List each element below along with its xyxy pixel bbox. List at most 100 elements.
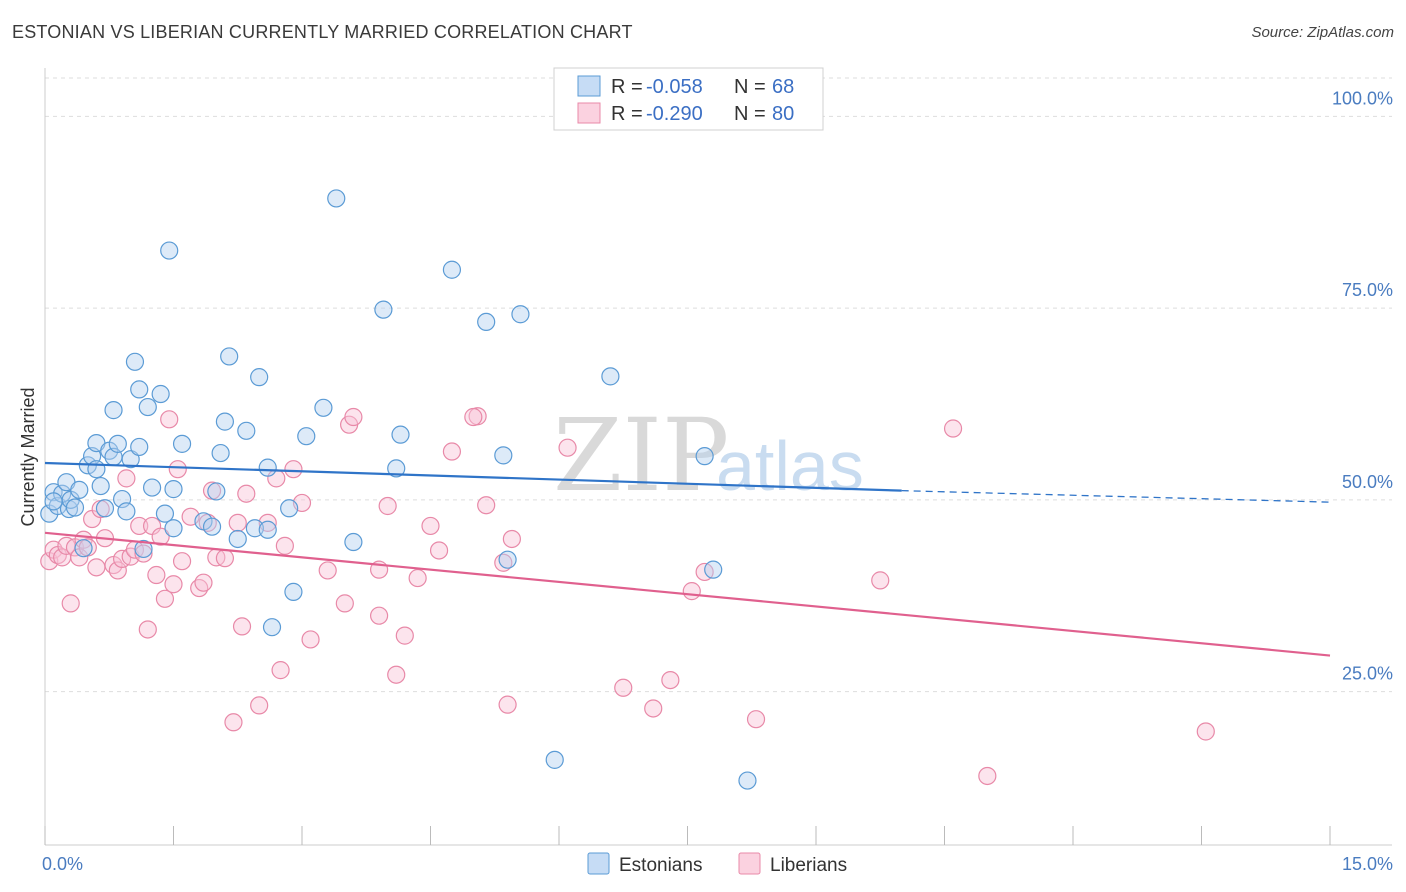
liberians-point: [232, 617, 252, 636]
liberians-point: [614, 678, 633, 697]
estonians-point: [494, 446, 513, 465]
liberians-point: [344, 407, 363, 427]
estonians-point: [202, 517, 222, 536]
estonians-trend-extension: [901, 489, 1331, 503]
estonians-point: [121, 450, 140, 469]
liberians-point: [228, 513, 247, 532]
estonians-point: [442, 260, 462, 279]
series-legend: Estonians Liberians: [587, 852, 847, 876]
liberians-trend-line: [44, 531, 1331, 657]
lib-n-value: 80: [772, 103, 794, 125]
liberians-point: [1196, 722, 1215, 741]
liberians-legend-label: Liberians: [770, 855, 847, 876]
estonians-point: [258, 520, 277, 539]
trend-lines: [44, 461, 1331, 657]
x-tick-label-min: 0.0%: [42, 854, 83, 874]
liberians-point: [147, 565, 166, 585]
estonians-point: [87, 460, 106, 479]
liberians-point: [275, 536, 294, 555]
liberians-point: [151, 527, 170, 546]
estonians-point: [738, 771, 757, 790]
liberians-point: [215, 549, 234, 568]
estonians-point: [498, 550, 517, 569]
liberians-point: [978, 766, 997, 786]
y-tick-label: 25.0%: [1342, 664, 1393, 684]
estonians-point: [74, 539, 93, 558]
estonians-point: [134, 539, 153, 559]
estonians-point: [284, 582, 303, 601]
estonians-point: [117, 502, 136, 521]
estonians-point: [44, 492, 63, 511]
liberians-point: [442, 442, 462, 461]
liberians-point: [370, 606, 389, 625]
lib-r-label: R =: [611, 103, 643, 125]
estonians-point: [391, 425, 410, 444]
estonians-point: [280, 499, 299, 518]
liberians-point: [168, 460, 187, 479]
axes: [44, 68, 1392, 846]
y-tick-label: 50.0%: [1342, 472, 1393, 492]
estonians-point: [374, 300, 393, 319]
liberians-point: [644, 699, 663, 718]
liberians-point: [477, 496, 496, 515]
estonians-point: [108, 434, 127, 453]
estonians-point: [327, 189, 346, 208]
estonians-point: [95, 499, 115, 518]
estonians-point: [511, 305, 530, 324]
estonians-point: [262, 618, 282, 637]
est-n-value: 68: [772, 76, 794, 98]
liberians-bottom-swatch: [738, 852, 761, 875]
estonians-point: [704, 560, 723, 579]
chart-title: ESTONIAN VS LIBERIAN CURRENTLY MARRIED C…: [12, 22, 633, 42]
liberians-point: [130, 516, 149, 536]
estonians-point: [104, 401, 123, 420]
estonians-point: [155, 504, 175, 523]
y-tick-labels: 25.0% 50.0% 75.0% 100.0%: [1332, 88, 1393, 683]
liberians-point: [134, 544, 153, 563]
estonians-legend-swatch: [577, 75, 601, 97]
estonians-point: [70, 480, 89, 499]
est-r-value: -0.058: [646, 76, 703, 98]
est-r-label: R =: [611, 76, 643, 98]
x-tick-marks: [44, 826, 1331, 845]
liberians-point: [464, 407, 483, 427]
estonians-point: [237, 421, 256, 440]
estonians-point: [91, 476, 110, 496]
liberians-point: [108, 561, 127, 580]
estonians-point: [545, 750, 564, 769]
estonians-point: [258, 458, 277, 477]
liberians-point: [271, 661, 290, 680]
liberians-point: [160, 410, 179, 429]
estonians-point: [228, 529, 247, 549]
y-tick-label: 100.0%: [1332, 88, 1393, 108]
estonians-legend-label: Estonians: [619, 855, 702, 876]
estonians-point: [164, 480, 183, 499]
liberians-point: [943, 419, 963, 438]
lib-n-label: N =: [734, 103, 766, 125]
y-axis-title: Currently Married: [18, 387, 38, 526]
estonians-point: [314, 398, 333, 417]
liberians-point: [284, 460, 303, 479]
liberians-point: [558, 438, 577, 457]
liberians-point: [502, 529, 521, 549]
x-tick-label-max: 15.0%: [1342, 854, 1393, 874]
lib-r-value: -0.290: [646, 103, 703, 125]
liberians-point: [395, 626, 414, 645]
liberians-point: [155, 589, 175, 608]
estonians-point: [215, 412, 234, 431]
estonians-point: [164, 519, 183, 538]
liberians-point: [224, 713, 243, 732]
estonians-point: [138, 397, 157, 417]
stats-legend: R = -0.058 N = 68 R = -0.290 N = 80: [553, 67, 824, 131]
liberians-point: [387, 665, 406, 684]
estonians-point: [194, 512, 213, 531]
est-n-label: N =: [734, 76, 766, 98]
liberians-point: [408, 568, 427, 588]
liberians-point: [301, 630, 320, 649]
estonians-point: [172, 434, 192, 453]
estonians-point: [125, 352, 145, 371]
liberians-point: [498, 695, 517, 714]
liberians-point: [378, 496, 397, 516]
estonians-point: [211, 443, 230, 463]
